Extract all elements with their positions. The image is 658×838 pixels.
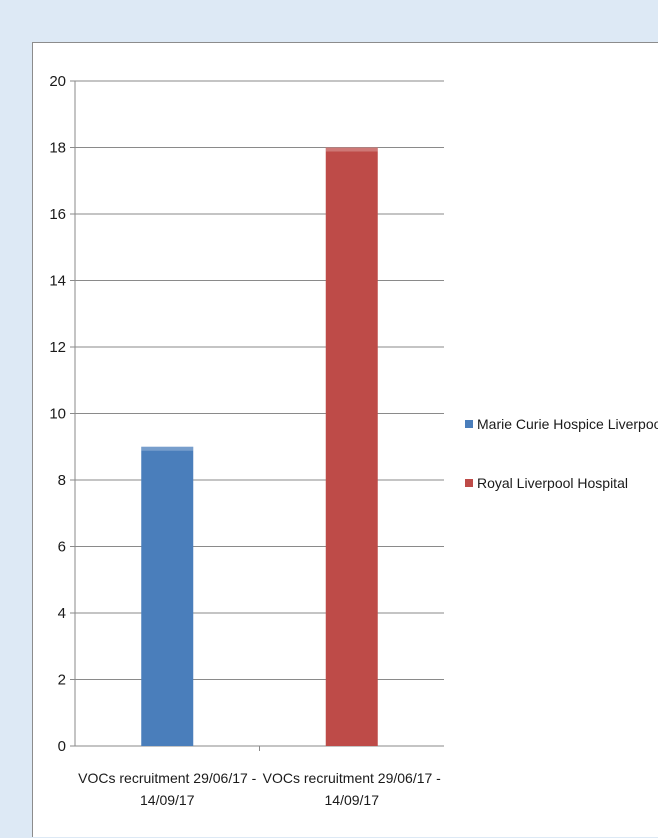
bar-highlight bbox=[325, 147, 378, 152]
x-category-label-line: 14/09/17 bbox=[140, 792, 195, 808]
y-tick-label: 2 bbox=[58, 672, 66, 689]
x-category-labels: VOCs recruitment 29/06/17 -14/09/17VOCs … bbox=[78, 770, 441, 808]
y-tick-label: 18 bbox=[49, 140, 66, 157]
axes bbox=[70, 80, 444, 751]
y-tick-label: 20 bbox=[49, 73, 66, 90]
y-tick-labels: 0 2 4 6 8 10 12 14 16 18 20 bbox=[49, 73, 66, 755]
bar-chart: 0 2 4 6 8 10 12 14 16 18 20 VOCs recruitment 29/06… bbox=[49, 73, 658, 808]
y-tick-label: 16 bbox=[49, 206, 66, 223]
x-category-label: VOCs recruitment 29/06/17 - 14/09/17 bbox=[263, 770, 442, 808]
y-tick-label: 14 bbox=[49, 273, 66, 290]
bar-highlight bbox=[141, 446, 194, 451]
bar bbox=[141, 446, 194, 746]
x-category-label-line: VOCs recruitment 29/06/17 - bbox=[78, 770, 257, 786]
legend-label: Royal Liverpool Hospital bbox=[477, 475, 628, 491]
x-category-label-line: VOCs recruitment 29/06/17 - bbox=[263, 770, 442, 786]
y-tick-label: 0 bbox=[58, 738, 66, 755]
y-tick-label: 6 bbox=[58, 539, 66, 556]
legend-label: Marie Curie Hospice Liverpool bbox=[477, 416, 658, 432]
chart-frame: 0 2 4 6 8 10 12 14 16 18 20 VOCs recruitment 29/06… bbox=[32, 42, 658, 837]
y-tick-label: 8 bbox=[58, 472, 66, 489]
y-tick-label: 10 bbox=[49, 406, 66, 423]
legend-swatch bbox=[465, 420, 473, 428]
x-category-label-line: 14/09/17 bbox=[325, 792, 380, 808]
gridlines bbox=[75, 80, 444, 680]
bars bbox=[141, 147, 378, 746]
legend: Marie Curie Hospice Liverpool Royal Liver… bbox=[465, 416, 658, 491]
legend-swatch bbox=[465, 479, 473, 487]
x-category-label: VOCs recruitment 29/06/17 - 14/09/17 bbox=[78, 770, 257, 808]
y-tick-label: 12 bbox=[49, 339, 66, 356]
y-tick-label: 4 bbox=[58, 605, 66, 622]
bar bbox=[325, 147, 378, 746]
